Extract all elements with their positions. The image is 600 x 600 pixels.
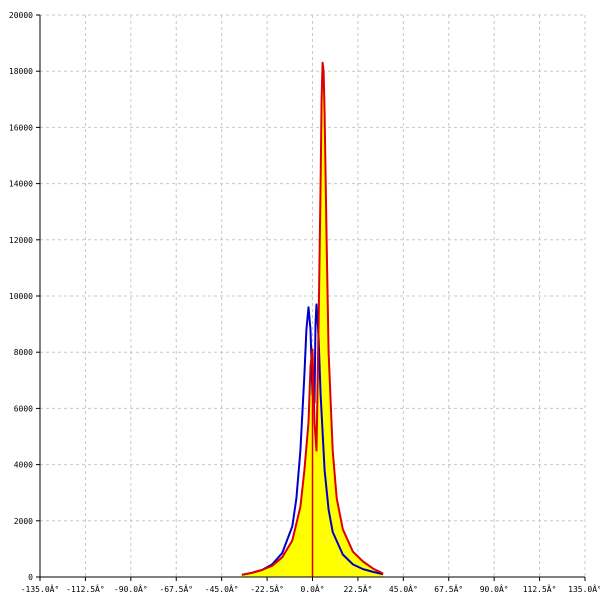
x-tick-label: 22.5Â° [343,583,372,594]
x-tick-label: 90.0Â° [480,583,509,594]
y-tick-label: 14000 [9,180,33,189]
x-tick-labels: -135.0Â° -112.5Â° -90.0Â° -67.5Â° -45.0Â° -22… [21,583,600,594]
y-tick-label: 6000 [14,404,33,413]
y-tick-labels: 0 2000 4000 6000 8000 10000 12000 14000 16000 180… [9,11,33,582]
axes [36,14,586,581]
y-tick-label: 18000 [9,67,33,76]
y-tick-label: 16000 [9,123,33,132]
y-tick-label: 0 [28,573,33,582]
y-tick-label: 10000 [9,292,33,301]
x-tick-label: 135.0Â° [568,583,600,594]
x-tick-label: 0.0Â° [300,583,324,594]
y-tick-label: 4000 [14,461,33,470]
x-tick-label: 112.5Â° [523,583,557,594]
x-tick-label: 67.5Â° [434,583,463,594]
x-tick-label: -90.0Â° [114,583,148,594]
x-tick-label: -67.5Â° [159,583,193,594]
series-line-2 [241,61,384,576]
x-tick-label: -112.5Â° [66,583,105,594]
y-tick-label: 8000 [14,348,33,357]
x-tick-label: 45.0Â° [389,583,418,594]
y-tick-label: 20000 [9,11,33,20]
y-tick-label: 12000 [9,236,33,245]
x-tick-label: -45.0Â° [205,583,239,594]
y-tick-label: 2000 [14,517,33,526]
x-tick-label: -135.0Â° [21,583,60,594]
x-tick-label: -22.5Â° [250,583,284,594]
